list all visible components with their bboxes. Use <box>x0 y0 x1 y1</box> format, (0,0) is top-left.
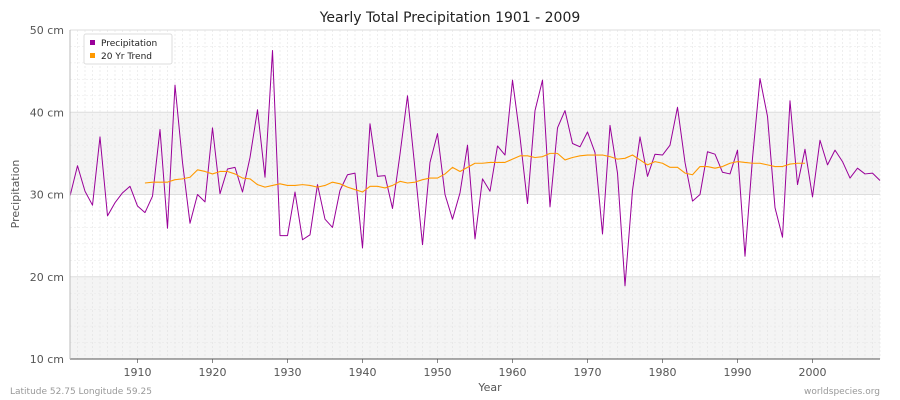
footer-source: worldspecies.org <box>804 387 880 397</box>
legend-label-precipitation: Precipitation <box>101 39 157 49</box>
trend-line <box>144 152 805 193</box>
plot-band <box>70 112 880 195</box>
y-axis-title: Precipitation <box>9 160 22 229</box>
legend-box <box>83 33 173 65</box>
x-tick-label: 1930 <box>274 366 302 379</box>
legend-swatch-precipitation <box>90 40 95 45</box>
y-tick-label: 40 cm <box>30 106 64 119</box>
legend-swatch-trend <box>90 53 95 58</box>
x-tick-label: 1960 <box>499 366 527 379</box>
chart-title: Yearly Total Precipitation 1901 - 2009 <box>319 10 581 26</box>
legend: Precipitation 20 Yr Trend <box>83 33 173 65</box>
x-tick-label: 2000 <box>799 366 827 379</box>
y-tick-label: 30 cm <box>30 189 64 202</box>
series-lines <box>69 50 881 287</box>
x-tick-label: 1920 <box>199 366 227 379</box>
y-tick-label: 20 cm <box>30 271 64 284</box>
grid <box>69 29 881 360</box>
x-axis-title: Year <box>477 381 502 394</box>
axes: 10 cm 20 cm 30 cm 40 cm 50 cm 1910 1920 1930 194… <box>30 24 880 379</box>
legend-label-trend: 20 Yr Trend <box>101 52 152 62</box>
y-tick-label: 10 cm <box>30 353 64 366</box>
precipitation-line <box>69 50 881 287</box>
y-tick-label: 50 cm <box>30 24 64 37</box>
x-tick-label: 1940 <box>349 366 377 379</box>
x-tick-label: 1970 <box>574 366 602 379</box>
x-tick-label: 1910 <box>124 366 152 379</box>
x-tick-label: 1980 <box>649 366 677 379</box>
x-tick-label: 1990 <box>724 366 752 379</box>
footer-location: Latitude 52.75 Longitude 59.25 <box>10 387 152 397</box>
x-tick-label: 1950 <box>424 366 452 379</box>
